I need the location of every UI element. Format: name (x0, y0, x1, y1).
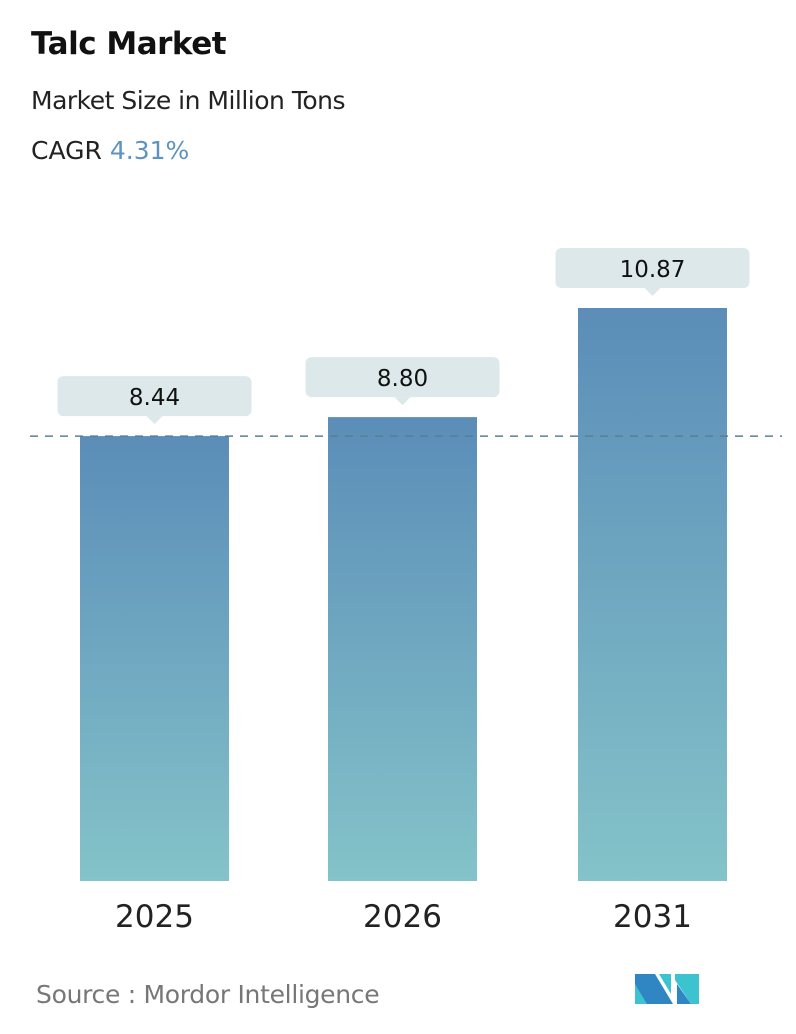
mordor-logo (635, 974, 699, 1004)
value-label: 10.87 (620, 257, 686, 283)
value-label-box (305, 357, 500, 398)
bar-2026 (328, 417, 477, 881)
x-tick-label: 2026 (363, 899, 442, 935)
x-tick-label: 2025 (115, 899, 194, 935)
bar-2031 (578, 308, 727, 881)
bar-2025 (80, 436, 229, 881)
chart-title: Talc Market (31, 26, 227, 62)
value-label-pointer (394, 397, 411, 406)
value-label: 8.44 (129, 385, 180, 411)
value-label-pointer (146, 416, 163, 425)
cagr: CAGR 4.31% (31, 136, 189, 165)
cagr-value: 4.31% (109, 136, 190, 165)
value-label-box (57, 376, 252, 417)
x-tick-label: 2031 (613, 899, 692, 935)
value-label: 8.80 (377, 366, 428, 392)
value-label-pointer (644, 288, 661, 296)
value-label-box (555, 248, 750, 288)
chart-subtitle: Market Size in Million Tons (31, 86, 346, 115)
source-text: Source : Mordor Intelligence (36, 980, 380, 1009)
cagr-label: CAGR (31, 136, 102, 165)
